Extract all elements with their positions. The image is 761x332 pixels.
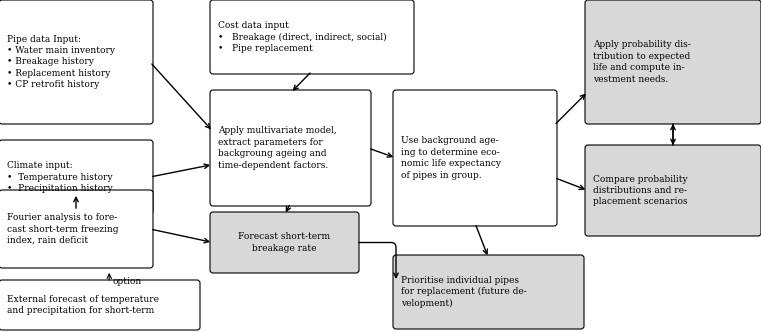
FancyBboxPatch shape: [210, 212, 359, 273]
FancyBboxPatch shape: [585, 145, 761, 236]
FancyBboxPatch shape: [393, 90, 557, 226]
FancyBboxPatch shape: [210, 0, 414, 74]
FancyBboxPatch shape: [0, 0, 153, 124]
FancyBboxPatch shape: [210, 90, 371, 206]
Text: Pipe data Input:
• Water main inventory
• Breakage history
• Replacement history: Pipe data Input: • Water main inventory …: [7, 35, 115, 89]
FancyBboxPatch shape: [585, 0, 761, 124]
FancyBboxPatch shape: [393, 255, 584, 329]
Text: option: option: [113, 277, 142, 286]
Text: Fourier analysis to fore-
cast short-term freezing
index, rain deficit: Fourier analysis to fore- cast short-ter…: [7, 213, 119, 245]
Text: Apply multivariate model,
extract parameters for
backgroung ageing and
time-depe: Apply multivariate model, extract parame…: [218, 126, 336, 170]
Text: Forecast short-term
breakage rate: Forecast short-term breakage rate: [238, 232, 330, 253]
Text: Compare probability
distributions and re-
placement scenarios: Compare probability distributions and re…: [593, 175, 688, 207]
Text: Use background age-
ing to determine eco-
nomic life expectancy
of pipes in grou: Use background age- ing to determine eco…: [401, 136, 501, 180]
FancyBboxPatch shape: [0, 140, 153, 214]
Text: Climate input:
•  Temperature history
•  Precipitation history: Climate input: • Temperature history • P…: [7, 161, 113, 193]
Text: Cost data input
•   Breakage (direct, indirect, social)
•   Pipe replacement: Cost data input • Breakage (direct, indi…: [218, 21, 387, 53]
Text: Prioritise individual pipes
for replacement (future de-
velopment): Prioritise individual pipes for replacem…: [401, 276, 527, 308]
Text: Apply probability dis-
tribution to expected
life and compute in-
vestment needs: Apply probability dis- tribution to expe…: [593, 40, 691, 84]
FancyBboxPatch shape: [0, 280, 200, 330]
FancyBboxPatch shape: [0, 190, 153, 268]
Text: External forecast of temperature
and precipitation for short-term: External forecast of temperature and pre…: [7, 295, 159, 315]
